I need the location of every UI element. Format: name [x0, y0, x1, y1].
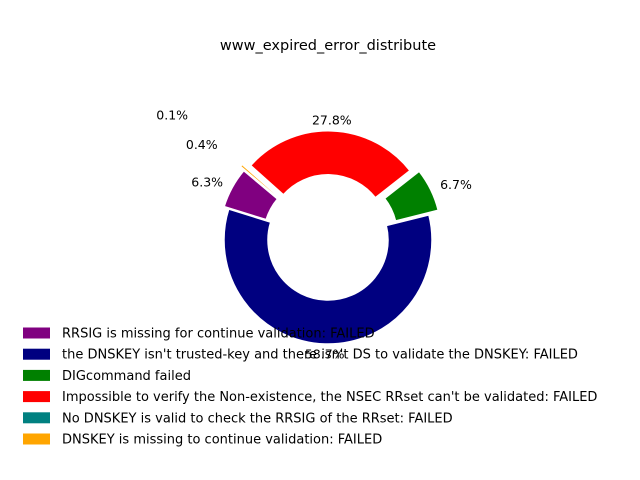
legend-swatch [23, 369, 50, 381]
pie-percent-label: 27.8% [312, 112, 352, 127]
chart-title: www_expired_error_distribute [220, 38, 436, 54]
legend-entry-label: No DNSKEY is valid to check the RRSIG of… [62, 411, 453, 426]
pie-percent-label: 6.7% [440, 177, 472, 192]
legend-entry-label: DNSKEY is missing to continue validation… [62, 433, 382, 448]
legend-swatch [23, 433, 50, 445]
pie-percent-label: 0.4% [186, 137, 218, 152]
pie-percent-label: 58.7% [305, 346, 345, 361]
legend-swatch [23, 348, 50, 360]
pie-slice-impossible-to-verify-the-non-existence-t [249, 130, 412, 199]
legend-swatch [23, 412, 50, 424]
pie-percent-label: 6.3% [191, 175, 223, 190]
pie-slices [223, 130, 440, 345]
pie-labels: 6.3% 58.7% 6.7% 27.8% 0.1% 0.4% [156, 108, 472, 362]
legend: RRSIG is missing for continue validation… [23, 327, 597, 448]
pie-slice-the-dnskey-isn-t-trusted-key-and-there-i [223, 208, 433, 345]
pie-percent-label: 0.1% [156, 108, 188, 123]
legend-entry-label: Impossible to verify the Non-existence, … [62, 390, 597, 405]
legend-swatch [23, 327, 50, 339]
pie-slice-dnskey-is-missing-to-continue-validation [239, 163, 277, 196]
legend-swatch [23, 391, 50, 403]
legend-entry-label: DIGcommand failed [62, 369, 191, 384]
legend-entry-label: the DNSKEY isn't trusted-key and there i… [62, 348, 578, 363]
pie-slice-digcommand-failed [383, 170, 440, 222]
pie-slice-rrsig-is-missing-for-continue-validation [223, 169, 279, 221]
legend-entry-label: RRSIG is missing for continue validation… [62, 327, 375, 342]
